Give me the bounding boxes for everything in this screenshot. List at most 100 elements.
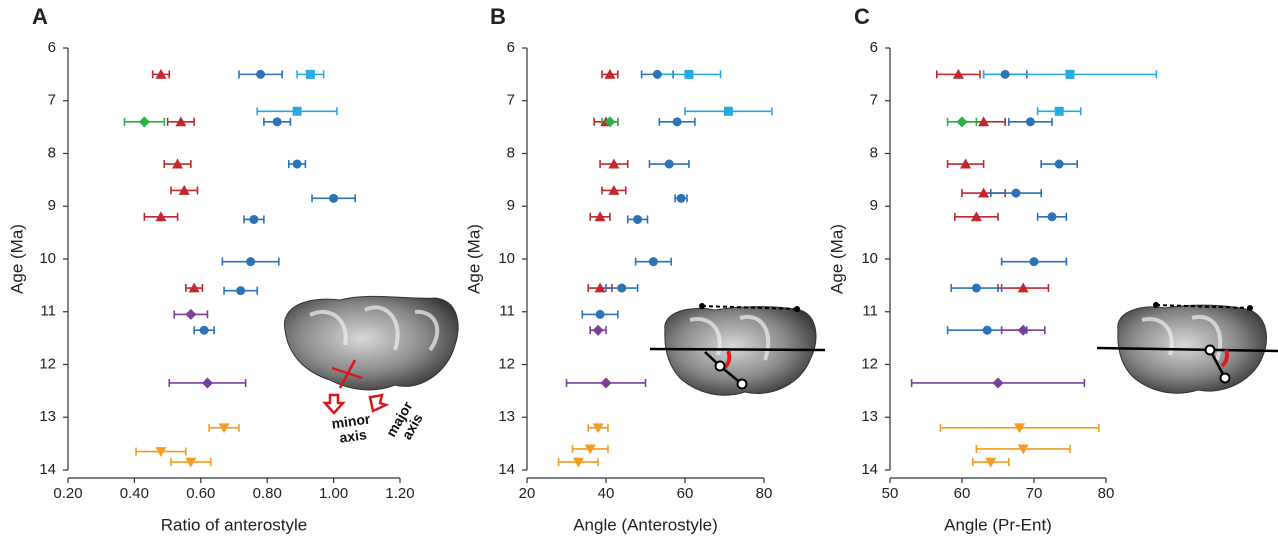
data-point (572, 457, 584, 468)
y-tick-label: 8 (507, 144, 515, 161)
x-axis-title: Angle (Pr-Ent) (944, 515, 1052, 534)
data-point (985, 457, 997, 468)
y-tick-label: 12 (861, 355, 878, 372)
y-tick-label: 13 (861, 408, 878, 425)
data-point (584, 444, 596, 455)
x-axis-title: Ratio of anterostyle (161, 515, 307, 534)
data-point (185, 457, 197, 468)
data-point (1054, 106, 1064, 116)
data-point (1047, 212, 1057, 222)
data-point (1029, 257, 1039, 267)
data-point (1017, 444, 1029, 455)
y-tick-label: 10 (39, 250, 56, 267)
x-tick-label: 60 (677, 485, 694, 502)
data-point (633, 214, 643, 224)
data-point (952, 68, 964, 79)
data-point (292, 106, 302, 116)
data-point (982, 325, 992, 335)
x-axis-title: Angle (Anterostyle) (573, 515, 718, 534)
data-point (1014, 423, 1026, 434)
tooth-inset-b (649, 303, 826, 396)
data-point (1025, 117, 1035, 127)
x-tick-label: 40 (598, 485, 615, 502)
data-point (971, 283, 981, 293)
panel-label: A (32, 4, 48, 29)
x-tick-label: 0.60 (186, 485, 215, 502)
data-point (138, 116, 150, 128)
data-point (172, 158, 184, 169)
data-point (155, 447, 167, 458)
annotation: minor axis (330, 410, 372, 446)
x-tick-label: 0.40 (120, 485, 149, 502)
data-point (617, 283, 627, 293)
data-point (178, 184, 190, 195)
data-point (155, 68, 167, 79)
y-tick-label: 14 (498, 461, 515, 478)
y-tick-label: 13 (498, 408, 515, 425)
data-point (272, 117, 282, 127)
y-tick-label: 11 (499, 303, 515, 320)
y-tick-label: 10 (498, 250, 515, 267)
y-tick-label: 8 (48, 144, 56, 161)
data-point (648, 257, 658, 267)
x-tick-label: 50 (882, 485, 899, 502)
x-tick-label: 60 (954, 485, 971, 502)
panel-label: B (490, 4, 506, 29)
y-tick-label: 11 (40, 303, 56, 320)
panel-label: C (854, 4, 870, 29)
y-tick-label: 12 (39, 355, 56, 372)
data-point (256, 69, 266, 79)
data-point (1065, 69, 1075, 79)
data-point (604, 116, 616, 128)
x-tick-label: 0.80 (253, 485, 282, 502)
x-tick-label: 20 (519, 485, 536, 502)
data-point (246, 257, 256, 267)
y-tick-label: 14 (861, 461, 878, 478)
y-tick-label: 7 (48, 92, 56, 109)
y-tick-label: 11 (862, 303, 878, 320)
y-axis-title: Age (Ma) (827, 224, 846, 294)
y-tick-label: 10 (861, 250, 878, 267)
y-tick-label: 8 (870, 144, 878, 161)
y-axis-title: Age (Ma) (464, 224, 483, 294)
y-tick-label: 7 (870, 92, 878, 109)
data-point (608, 158, 620, 169)
y-tick-label: 6 (507, 39, 515, 56)
x-tick-label: 1.00 (319, 485, 348, 502)
tooth-inset-c (1096, 302, 1278, 394)
data-point (199, 325, 209, 335)
data-point (970, 211, 982, 222)
data-point (594, 282, 606, 293)
y-tick-label: 9 (507, 197, 515, 214)
y-tick-label: 6 (48, 39, 56, 56)
data-point (723, 106, 733, 116)
data-point (201, 377, 213, 389)
data-point (292, 159, 302, 169)
y-tick-label: 9 (870, 197, 878, 214)
data-point (592, 324, 604, 336)
data-point (992, 377, 1004, 389)
data-point (188, 282, 200, 293)
x-tick-label: 80 (1098, 485, 1115, 502)
data-point (594, 211, 606, 222)
data-point (595, 309, 605, 319)
data-point (956, 116, 968, 128)
data-point (1000, 69, 1010, 79)
y-axis-title: Age (Ma) (7, 224, 26, 294)
data-point (236, 286, 246, 296)
x-tick-label: 0.20 (53, 485, 82, 502)
data-point (329, 193, 339, 203)
y-tick-label: 9 (48, 197, 56, 214)
data-point (652, 69, 662, 79)
x-tick-label: 1.20 (385, 485, 414, 502)
data-point (604, 68, 616, 79)
x-tick-label: 70 (1026, 485, 1043, 502)
data-point (175, 116, 187, 127)
data-point (664, 159, 674, 169)
data-point (978, 187, 990, 198)
data-point (608, 184, 620, 195)
data-point (1011, 188, 1021, 198)
data-point (672, 117, 682, 127)
